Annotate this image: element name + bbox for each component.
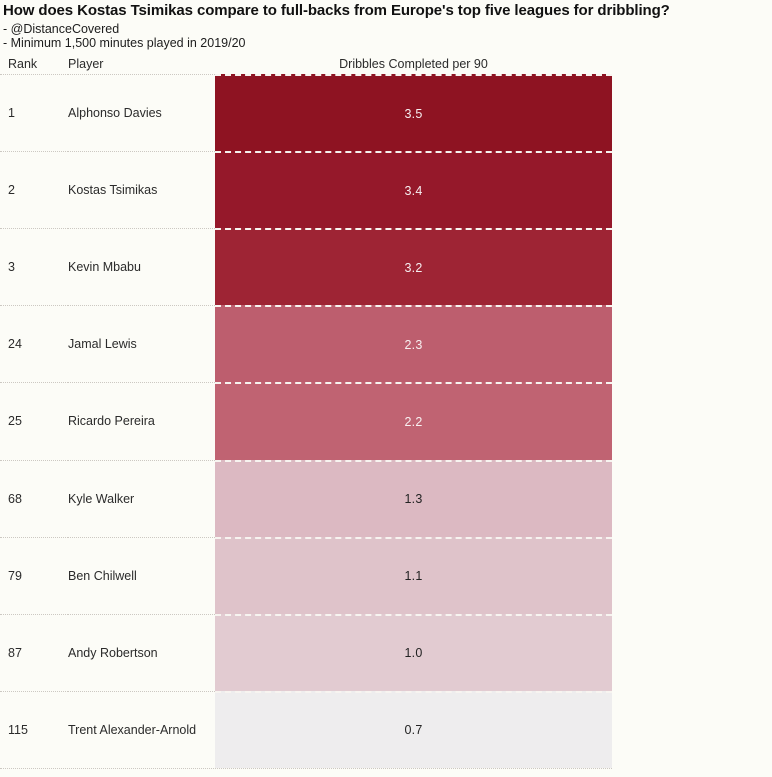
rank-cell: 25 <box>0 382 68 459</box>
chart-title: How does Kostas Tsimikas compare to full… <box>3 2 670 19</box>
rank-cell: 79 <box>0 536 68 614</box>
rank-cell: 1 <box>0 74 68 151</box>
column-header-player: Player <box>68 57 104 71</box>
column-header-row: Rank Player Dribbles Completed per 90 <box>0 57 612 73</box>
chart-subtitle-source: - @DistanceCovered <box>3 22 120 36</box>
value-heat-bar: 2.2 <box>215 382 612 460</box>
value-heat-bar: 3.2 <box>215 228 612 306</box>
bar-value-label: 2.2 <box>404 414 423 429</box>
player-name-cell: Jamal Lewis <box>68 305 215 382</box>
table-row: 68 Kyle Walker 1.3 <box>0 459 612 537</box>
bar-value-label: 2.3 <box>404 337 423 352</box>
heatmap-table: 1 Alphonso Davies 3.5 2 Kostas Tsimikas … <box>0 74 612 769</box>
player-name-cell: Kevin Mbabu <box>68 228 215 305</box>
rank-cell: 68 <box>0 459 68 537</box>
value-heat-bar: 0.7 <box>215 690 612 768</box>
table-row: 2 Kostas Tsimikas 3.4 <box>0 151 612 229</box>
table-row: 24 Jamal Lewis 2.3 <box>0 305 612 383</box>
bar-value-label: 0.7 <box>404 723 423 738</box>
bar-value-label: 3.2 <box>404 260 423 275</box>
player-name-cell: Kostas Tsimikas <box>68 151 215 228</box>
value-heat-bar: 3.4 <box>215 151 612 229</box>
column-header-rank: Rank <box>8 57 38 71</box>
player-name-cell: Ben Chilwell <box>68 536 215 614</box>
player-name-cell: Alphonso Davies <box>68 74 215 151</box>
bar-value-label: 1.1 <box>404 569 423 584</box>
rank-cell: 2 <box>0 151 68 228</box>
bar-value-label: 3.5 <box>404 106 423 121</box>
table-row: 87 Andy Robertson 1.0 <box>0 613 612 691</box>
bar-value-label: 1.0 <box>404 646 423 661</box>
value-heat-bar: 1.0 <box>215 613 612 691</box>
column-header-metric: Dribbles Completed per 90 <box>339 57 488 71</box>
rank-cell: 24 <box>0 305 68 382</box>
table-row: 1 Alphonso Davies 3.5 <box>0 74 612 152</box>
value-heat-bar: 2.3 <box>215 305 612 383</box>
rank-cell: 87 <box>0 613 68 691</box>
table-row: 25 Ricardo Pereira 2.2 <box>0 382 612 460</box>
table-row: 79 Ben Chilwell 1.1 <box>0 536 612 614</box>
player-name-cell: Kyle Walker <box>68 459 215 537</box>
bar-value-label: 3.4 <box>404 183 423 198</box>
table-row: 115 Trent Alexander-Arnold 0.7 <box>0 690 612 768</box>
value-heat-bar: 1.3 <box>215 459 612 537</box>
player-name-cell: Ricardo Pereira <box>68 382 215 459</box>
rank-cell: 115 <box>0 690 68 768</box>
rank-cell: 3 <box>0 228 68 305</box>
bar-value-label: 1.3 <box>404 492 423 507</box>
value-heat-bar: 1.1 <box>215 536 612 614</box>
table-row: 3 Kevin Mbabu 3.2 <box>0 228 612 306</box>
chart-subtitle-filter: - Minimum 1,500 minutes played in 2019/2… <box>3 36 246 50</box>
value-heat-bar: 3.5 <box>215 74 612 152</box>
player-name-cell: Andy Robertson <box>68 613 215 691</box>
player-name-cell: Trent Alexander-Arnold <box>68 690 215 768</box>
